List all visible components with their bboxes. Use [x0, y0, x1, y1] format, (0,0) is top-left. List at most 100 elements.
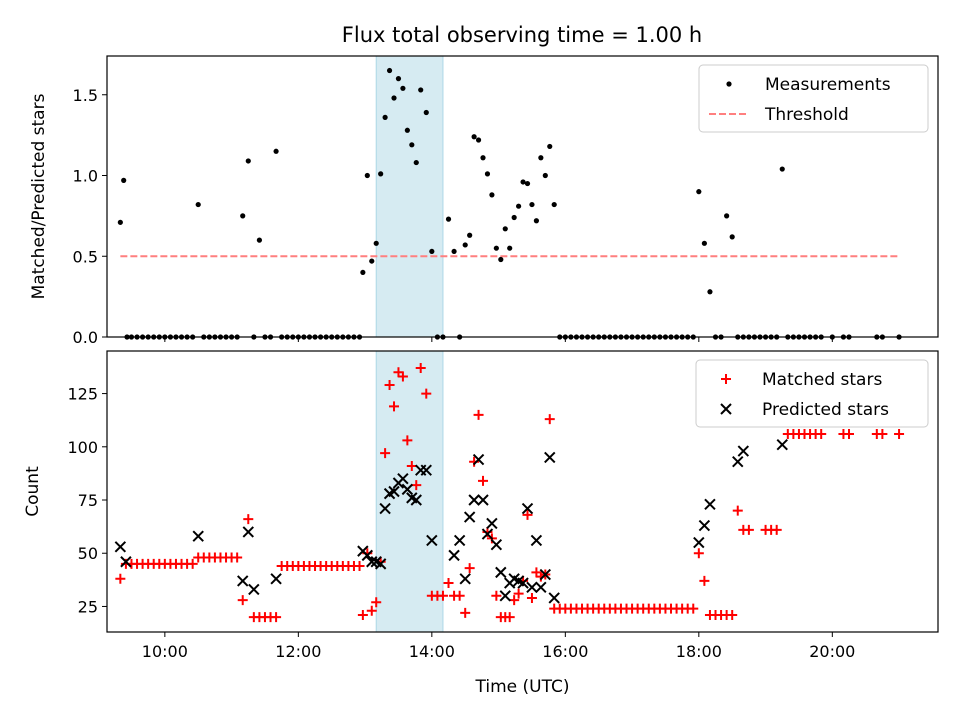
legend: Measurements Threshold — [698, 64, 929, 133]
measurement-point — [418, 87, 424, 93]
matched-star-point — [816, 429, 827, 440]
measurement-point — [511, 214, 517, 221]
measurement-point — [382, 114, 388, 120]
matched-star-point — [693, 548, 704, 559]
matched-star-point — [115, 573, 126, 584]
legend-marker-measurements — [726, 81, 732, 87]
measurement-point — [462, 242, 468, 248]
measurement-point — [516, 203, 522, 209]
predicted-star-point — [237, 575, 249, 587]
legend-label: Matched stars — [762, 370, 882, 390]
measurement-point — [551, 201, 557, 208]
predicted-star-point — [693, 536, 705, 549]
legend-marker-predicted — [720, 403, 732, 415]
matched-star-point — [371, 597, 382, 608]
matched-star-point — [727, 609, 738, 620]
figure-title: Flux total observing time = 1.00 h — [342, 23, 702, 47]
series-2 — [114, 438, 788, 604]
predicted-star-point — [242, 526, 254, 538]
y-tick-label: 50 — [78, 544, 98, 563]
predicted-star-point — [448, 549, 460, 562]
x-tick-label: 14:00 — [409, 642, 455, 661]
matched-star-point — [237, 595, 248, 606]
matched-star-point — [473, 409, 484, 420]
y-axis-label: Matched/Predicted stars — [29, 93, 49, 299]
legend-label: Predicted stars — [762, 400, 889, 420]
measurement-point — [520, 179, 526, 185]
axes-frame — [106, 55, 939, 338]
predicted-star-point — [472, 453, 485, 466]
predicted-star-point — [420, 464, 432, 476]
predicted-star-point — [732, 455, 744, 468]
measurement-point — [445, 216, 452, 222]
matched-star-point — [771, 524, 782, 535]
matched-star-point — [232, 552, 243, 563]
measurement-point — [471, 134, 477, 140]
measurement-point — [378, 171, 384, 177]
measurement-point — [729, 234, 735, 240]
predicted-star-point — [453, 534, 466, 547]
x-tick-label: 16:00 — [542, 642, 588, 661]
matched-star-point — [504, 612, 515, 623]
matched-star-point — [743, 524, 754, 535]
predicted-star-point — [539, 568, 552, 581]
predicted-star-point — [521, 502, 534, 515]
predicted-star-point — [535, 581, 547, 594]
predicted-star-point — [495, 566, 507, 579]
measurement-point — [404, 127, 410, 133]
predicted-star-point — [120, 556, 132, 568]
measurement-point — [117, 219, 123, 225]
matched-star-point — [894, 429, 905, 440]
matched-star-point — [421, 388, 432, 399]
predicted-star-point — [270, 573, 282, 585]
x-axis-label: Time (UTC) — [475, 677, 570, 697]
axes-frame — [106, 350, 939, 633]
matched-star-point — [397, 371, 408, 382]
x-tick-label: 12:00 — [275, 642, 321, 661]
matched-star-point — [526, 592, 537, 603]
measurement-point — [409, 142, 415, 148]
legend-label: Threshold — [764, 105, 849, 125]
predicted-star-point — [517, 577, 529, 589]
matched-star-point — [460, 607, 471, 618]
measurement-point — [413, 159, 419, 166]
measurement-point — [529, 201, 535, 208]
predicted-star-point — [530, 534, 543, 547]
measurement-point — [369, 258, 375, 264]
predicted-star-point — [388, 485, 400, 498]
matched-star-point — [187, 558, 198, 569]
predicted-star-point — [490, 539, 503, 551]
predicted-star-point — [548, 592, 560, 604]
top-axes: 0.0 0.5 1.0 1.5 Matched/Predicted stars Measu… — [29, 55, 939, 347]
matched-star-point — [732, 505, 743, 516]
measurement-point — [373, 240, 379, 246]
measurement-point — [542, 172, 548, 179]
predicted-star-point — [401, 483, 414, 496]
matched-star-point — [437, 590, 448, 601]
predicted-star-point — [704, 498, 716, 510]
matched-star-point — [366, 605, 377, 616]
predicted-star-point — [544, 451, 556, 464]
measurement-point — [256, 237, 263, 243]
predicted-star-point — [698, 519, 711, 532]
measurement-point — [533, 218, 540, 224]
predicted-star-point — [248, 583, 260, 596]
legend-frame — [698, 64, 929, 133]
matched-star-point — [243, 514, 254, 525]
matched-star-point — [699, 575, 710, 586]
measurement-point — [493, 245, 499, 251]
matched-star-point — [415, 363, 426, 374]
y-tick-label: 75 — [78, 491, 98, 510]
y-tick-label: 1.5 — [73, 86, 98, 105]
y-axis-label: Count — [23, 466, 43, 517]
legend: Matched stars Predicted stars — [695, 359, 929, 428]
measurement-point — [395, 76, 402, 82]
measurement-point — [195, 201, 201, 208]
measurement-point — [429, 248, 435, 255]
legend-frame — [695, 359, 929, 428]
matched-star-point — [688, 603, 699, 614]
x-tick-label: 18:00 — [676, 642, 722, 661]
predicted-star-point — [481, 528, 494, 540]
y-tick-label: 1.0 — [73, 167, 98, 186]
